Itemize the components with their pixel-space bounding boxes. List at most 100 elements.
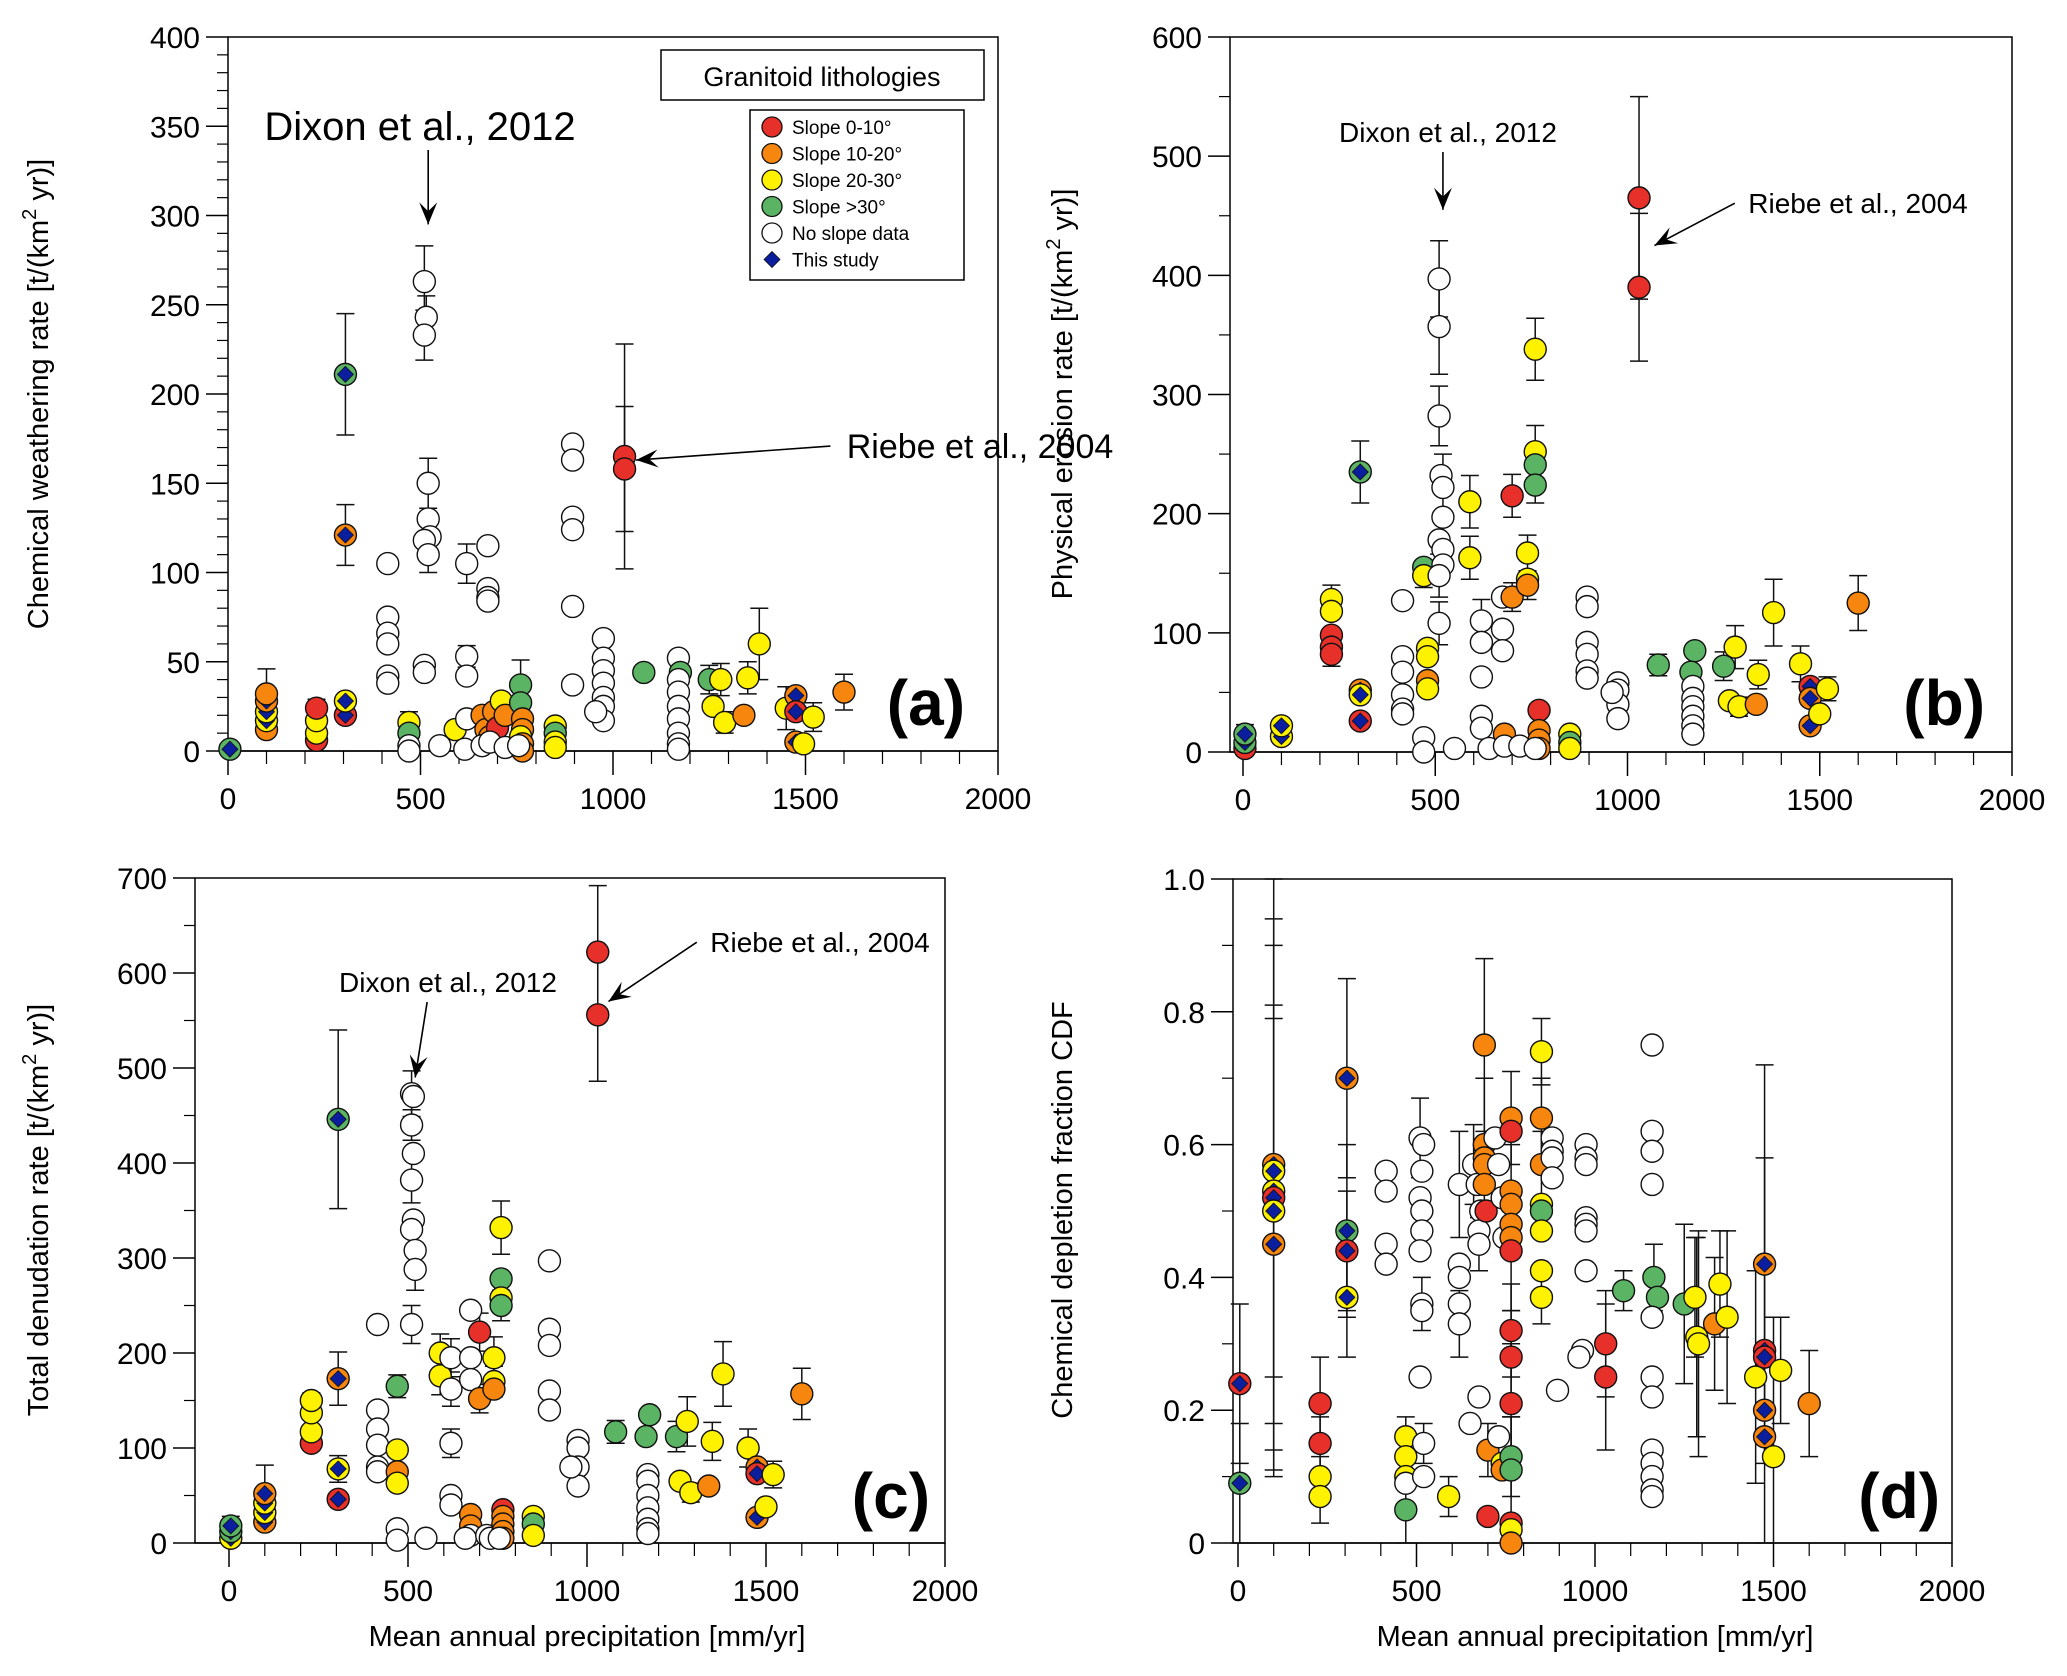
data-point-white <box>1442 736 1467 761</box>
data-point-white <box>559 1455 583 1479</box>
data-point-yellow <box>711 1362 735 1386</box>
panel-label: (a) <box>887 667 965 739</box>
data-point-white <box>412 269 437 294</box>
x-tick-label: 2000 <box>1919 1575 1986 1608</box>
this-study-marker <box>329 1460 347 1478</box>
legend-label: Slope >30° <box>792 198 886 219</box>
this-study-marker <box>222 1517 240 1535</box>
x-tick-label: 2000 <box>965 783 1032 816</box>
data-point-white <box>365 1312 390 1337</box>
data-point-green <box>1394 1498 1418 1522</box>
y-tick-label: 500 <box>117 1053 167 1086</box>
y-tick-label: 300 <box>150 201 200 234</box>
data-point-white <box>1681 722 1705 746</box>
data-point-white <box>1469 609 1494 633</box>
data-point-white <box>376 632 400 656</box>
data-point-green <box>1529 1199 1554 1223</box>
data-point-white <box>1606 706 1630 731</box>
this-study-marker <box>1231 1375 1249 1393</box>
data-point-orange <box>1797 1391 1821 1416</box>
data-point-white <box>560 448 585 472</box>
data-point-white <box>1447 1312 1472 1336</box>
data-point-yellow <box>736 666 760 690</box>
data-point-white <box>1486 1425 1511 1449</box>
data-point-yellow <box>1529 1219 1554 1243</box>
this-study-marker <box>1756 1428 1774 1446</box>
data-point-green <box>603 1420 628 1444</box>
x-tick-label: 1000 <box>1594 784 1661 817</box>
this-study-marker <box>787 703 805 721</box>
y-tick-label: 0.4 <box>1163 1262 1205 1295</box>
data-point-white <box>1374 1252 1398 1276</box>
data-point-white <box>583 700 608 724</box>
y-tick-label: 0 <box>183 736 200 769</box>
this-study-marker <box>221 740 239 758</box>
data-point-yellow <box>489 1215 513 1240</box>
legend-label: Slope 0-10° <box>792 118 892 139</box>
y-tick-label: 100 <box>1152 618 1202 651</box>
y-tick-label: 400 <box>117 1148 167 1181</box>
annotation-label: Dixon et al., 2012 <box>339 967 557 998</box>
data-points <box>1228 1033 1821 1555</box>
data-point-green <box>385 1374 409 1398</box>
data-point-white <box>1574 1152 1598 1177</box>
data-point-white <box>399 1168 424 1192</box>
panel-label: (b) <box>1903 667 1985 739</box>
data-point-white <box>1640 1172 1664 1197</box>
data-point-white <box>439 1377 463 1401</box>
data-point-green <box>1523 473 1547 497</box>
legend-marker-diamond <box>763 250 781 269</box>
data-point-yellow <box>709 667 733 692</box>
data-point-white <box>506 733 531 758</box>
y-tick-label: 200 <box>150 379 200 412</box>
this-study-marker <box>1338 1222 1356 1240</box>
data-point-white <box>1540 1146 1564 1170</box>
y-tick-label: 600 <box>117 958 167 991</box>
x-tick-label: 0 <box>220 783 237 816</box>
data-point-yellow <box>1815 677 1840 701</box>
data-point-orange <box>482 1377 506 1401</box>
data-point-white <box>439 1493 463 1517</box>
x-axis-title: Mean annual precipitation [mm/yr] <box>1377 1621 1814 1653</box>
data-point-white <box>1427 563 1451 588</box>
this-study-marker <box>1351 463 1369 481</box>
x-tick-label: 1500 <box>1740 1575 1807 1608</box>
data-point-yellow <box>1529 1259 1554 1283</box>
data-point-white <box>414 1526 438 1550</box>
legend-marker-red <box>761 116 783 138</box>
data-point-white <box>1427 404 1451 428</box>
this-study-marker <box>329 1370 347 1388</box>
y-tick-label: 0 <box>150 1528 167 1561</box>
legend-marker-white <box>761 222 783 244</box>
data-point-green <box>1499 1458 1523 1482</box>
data-point-yellow <box>1436 1484 1461 1509</box>
data-point-white <box>1390 702 1415 726</box>
data-point-red <box>1594 1332 1618 1356</box>
x-tick-label: 1000 <box>554 1575 621 1608</box>
data-point-white <box>1640 1365 1664 1389</box>
x-tick-label: 1500 <box>1786 784 1853 817</box>
data-point-white <box>439 1346 463 1370</box>
this-study-marker <box>1265 1235 1283 1253</box>
data-point-red <box>1627 275 1651 299</box>
data-point-yellow <box>801 705 825 729</box>
data-point-red <box>586 940 610 964</box>
data-point-red <box>1527 698 1551 722</box>
data-point-yellow <box>1746 662 1770 687</box>
data-point-yellow <box>1808 702 1832 726</box>
data-point-yellow <box>385 1471 409 1495</box>
this-study-marker <box>336 526 354 544</box>
data-point-white <box>1427 267 1451 291</box>
legend-marker-yellow <box>761 169 783 191</box>
legend-label: No slope data <box>792 224 910 245</box>
data-point-green <box>632 660 656 685</box>
annotation-arrow-head <box>419 202 438 225</box>
y-tick-label: 400 <box>150 22 200 55</box>
data-point-white <box>376 551 400 576</box>
data-point-white <box>1427 611 1451 635</box>
data-point-green <box>1711 654 1736 678</box>
this-study-marker <box>1351 712 1369 730</box>
data-point-yellow <box>1529 1039 1554 1064</box>
panel-label: (c) <box>852 1460 930 1532</box>
data-point-red <box>612 457 637 481</box>
